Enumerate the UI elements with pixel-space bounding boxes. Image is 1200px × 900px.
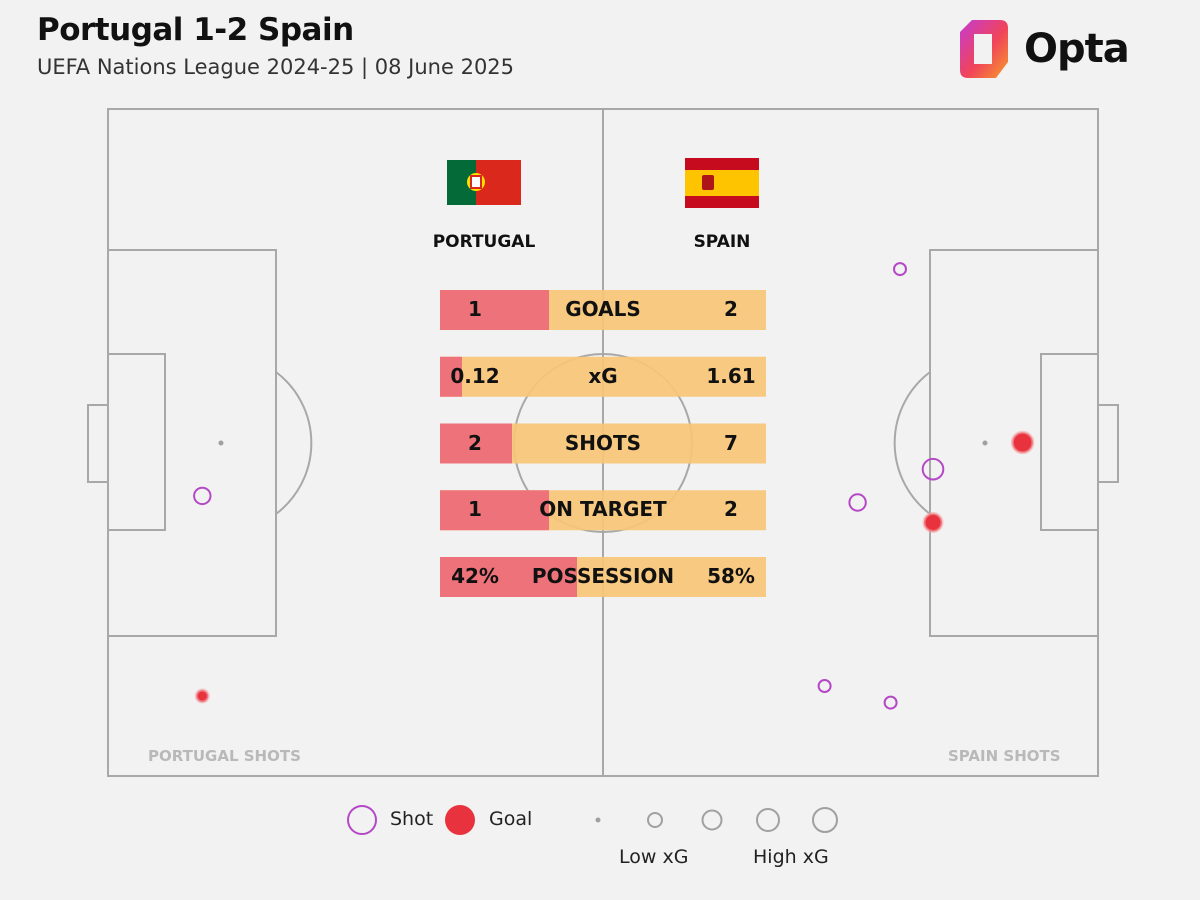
stat-away-value-goals: 2: [724, 297, 738, 321]
chart-title: Portugal 1-2 Spain: [37, 12, 354, 48]
stat-label-on-target: ON TARGET: [539, 497, 667, 522]
shots-layer: [193, 262, 1035, 710]
stat-home-value-goals: 1: [468, 297, 482, 321]
legend-xg-size-4: [756, 808, 780, 832]
stat-home-value-on-target: 1: [468, 497, 482, 522]
legend-shot-label: Shot: [390, 808, 434, 830]
right-goal: [1097, 404, 1119, 483]
stat-bar-home-possession: [440, 557, 577, 597]
opta-logo-text: Opta: [1024, 26, 1130, 72]
home-shot-1: [193, 486, 212, 506]
home-team-name: PORTUGAL: [432, 232, 536, 252]
stat-away-value-on-target: 2: [724, 497, 738, 522]
stat-away-value-possession: 58%: [707, 564, 755, 588]
home-shots-label: PORTUGAL SHOTS: [148, 747, 301, 765]
stat-away-value-shots: 7: [724, 430, 738, 455]
chart-subtitle: UEFA Nations League 2024-25 | 08 June 20…: [37, 55, 515, 79]
right-six-yard-box: [1040, 353, 1099, 531]
away-shot-6: [817, 679, 832, 693]
away-shot-1-goal: [1010, 430, 1035, 455]
stat-bar-home-goals: [440, 290, 549, 330]
legend-xg-size-3: [701, 809, 723, 831]
legend-xg-size-5: [812, 807, 838, 833]
stat-bar-home-on-target: [440, 490, 549, 531]
stat-away-value-xg: 1.61: [706, 363, 756, 388]
legend-markers: [347, 805, 838, 835]
legend-low-xg-label: Low xG: [619, 846, 689, 868]
left-penalty-arc: [275, 371, 313, 515]
stat-label-shots: SHOTS: [564, 430, 642, 455]
legend-xg-size-2: [647, 812, 663, 828]
legend-high-xg-label: High xG: [753, 846, 829, 868]
spain-flag: [685, 158, 759, 208]
stat-label-possession: POSSESSION: [531, 564, 675, 588]
stat-label-xg: xG: [588, 363, 618, 388]
away-team-name: SPAIN: [693, 232, 751, 252]
left-six-yard-box: [107, 353, 166, 531]
opta-logo-icon: [960, 20, 1008, 78]
away-shot-4: [848, 493, 867, 512]
away-shot-7: [883, 695, 898, 710]
left-penalty-spot: [218, 440, 224, 446]
legend-goal-label: Goal: [489, 808, 533, 830]
away-shots-label: SPAIN SHOTS: [948, 747, 1061, 765]
left-penalty-box: [107, 249, 277, 637]
legend-xg-size-1: [595, 817, 601, 823]
stat-bar-away-xg: [440, 356, 766, 397]
stat-bar-home-shots: [440, 423, 512, 464]
away-shot-5: [893, 262, 907, 277]
right-penalty-spot: [982, 440, 988, 446]
portugal-flag: [447, 160, 521, 205]
stat-bar-home-xg: [440, 356, 462, 397]
left-goal: [87, 404, 109, 483]
opta-logo: Opta: [958, 18, 1130, 82]
stat-home-value-possession: 42%: [451, 564, 499, 588]
away-shot-2-goal: [922, 512, 944, 533]
right-penalty-arc: [893, 371, 931, 515]
legend-goal-marker: [445, 805, 475, 835]
away-shot-3: [921, 457, 945, 481]
stat-bars: [440, 290, 766, 597]
stat-label-goals: GOALS: [565, 297, 641, 321]
stat-home-value-shots: 2: [468, 430, 482, 455]
legend-shot-marker: [347, 805, 377, 835]
home-shot-2-goal: [194, 688, 210, 704]
stat-home-value-xg: 0.12: [450, 363, 500, 388]
